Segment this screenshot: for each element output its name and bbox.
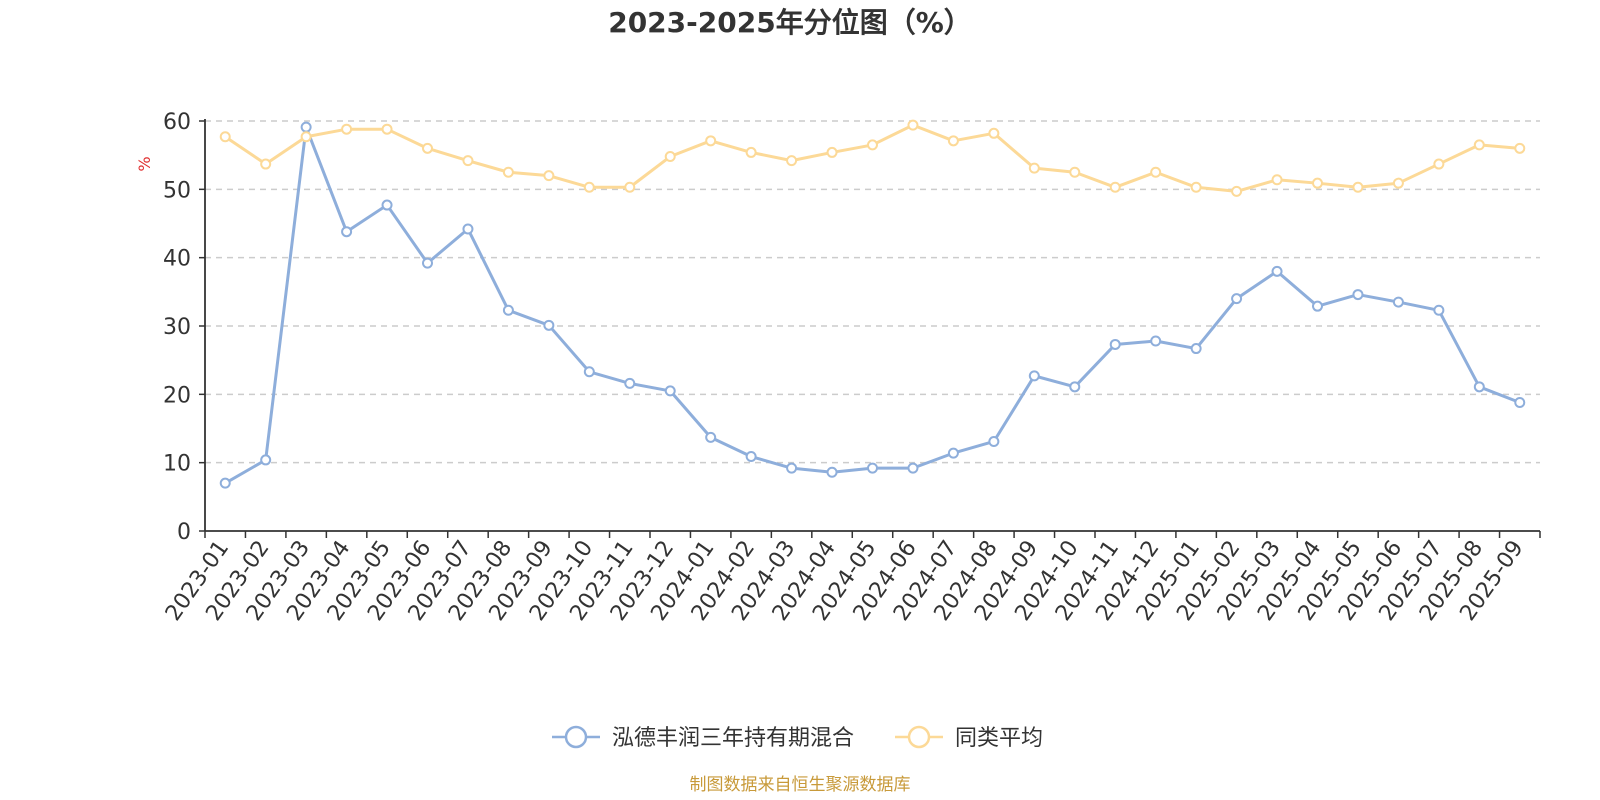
data-point-s1 [826, 146, 838, 158]
legend-label: 泓德丰润三年持有期混合 [612, 726, 854, 751]
data-point-s1 [260, 158, 272, 170]
data-point-s1 [1514, 142, 1526, 154]
data-point-s1 [1352, 181, 1364, 193]
data-point-s0 [381, 199, 393, 211]
data-point-s0 [867, 462, 878, 474]
data-point-s1 [1231, 185, 1243, 197]
data-point-s0 [219, 477, 231, 489]
data-point-s1 [1028, 162, 1040, 174]
data-point-s1 [1109, 181, 1121, 193]
data-point-s0 [1352, 289, 1364, 301]
data-point-s0 [583, 366, 595, 378]
data-point-s1 [624, 181, 636, 193]
series-line-0 [224, 125, 1521, 485]
y-tick-label: 60 [163, 110, 191, 135]
source-note: 制图数据来自恒生聚源数据库 [690, 775, 911, 795]
y-tick-label: 30 [163, 315, 191, 340]
data-point-s0 [786, 462, 798, 474]
chart-title: 2023-2025年分位图（%） [608, 6, 972, 39]
data-point-s0 [988, 435, 1000, 447]
data-point-s1 [867, 139, 878, 151]
data-point-s0 [502, 304, 514, 316]
data-point-s1 [543, 170, 555, 182]
data-point-s1 [1312, 177, 1323, 189]
data-point-s1 [341, 123, 353, 135]
data-point-s0 [1069, 381, 1081, 393]
data-point-s0 [1028, 370, 1040, 382]
data-point-s0 [1109, 338, 1121, 350]
data-point-s1 [1392, 177, 1404, 189]
data-point-s1 [1433, 158, 1445, 170]
data-point-s1 [947, 135, 959, 147]
data-point-s1 [381, 123, 393, 135]
grid-lines [205, 120, 1540, 464]
data-point-s0 [341, 226, 353, 238]
y-tick-label: 0 [177, 520, 191, 545]
legend-item-0[interactable]: 泓德丰润三年持有期混合 [552, 725, 854, 751]
data-point-s1 [745, 146, 757, 158]
legend-marker [907, 725, 931, 749]
data-point-s1 [502, 166, 514, 178]
series-lines [219, 119, 1526, 489]
data-point-s1 [786, 155, 798, 167]
data-point-s1 [705, 135, 717, 147]
data-point-s1 [583, 181, 595, 193]
data-point-s0 [260, 454, 272, 466]
data-point-s0 [1514, 397, 1526, 409]
y-tick-label: 40 [163, 247, 191, 272]
data-point-s1 [907, 119, 919, 131]
data-point-s0 [745, 451, 757, 463]
data-point-s0 [1150, 335, 1162, 347]
data-point-s0 [1473, 381, 1485, 393]
data-point-s1 [462, 155, 474, 167]
y-tick-label: 50 [163, 178, 191, 203]
data-point-s1 [1069, 166, 1081, 178]
data-point-s0 [422, 257, 433, 269]
series-line-1 [224, 123, 1520, 193]
data-point-s1 [1150, 166, 1162, 178]
data-point-s1 [300, 131, 312, 143]
data-point-s1 [1271, 174, 1283, 186]
data-point-s0 [543, 319, 555, 331]
y-tick-label: 10 [163, 452, 191, 477]
data-point-s0 [300, 121, 312, 133]
legend-marker [564, 725, 588, 749]
axes: 01020304050602023-012023-022023-032023-0… [161, 110, 1541, 626]
data-point-s0 [1433, 304, 1445, 316]
data-point-s0 [624, 377, 636, 389]
data-point-s1 [664, 151, 676, 163]
data-point-s0 [1312, 300, 1323, 312]
data-point-s1 [219, 131, 231, 143]
legend[interactable]: 泓德丰润三年持有期混合 同类平均 [552, 725, 1043, 751]
data-point-s0 [947, 447, 959, 459]
data-point-s0 [1190, 343, 1202, 355]
data-point-s0 [664, 385, 676, 397]
legend-label: 同类平均 [955, 726, 1043, 751]
data-point-s0 [826, 466, 838, 478]
data-point-s1 [422, 142, 433, 154]
data-point-s0 [1271, 265, 1283, 277]
data-point-s0 [705, 431, 717, 443]
data-point-s1 [1473, 139, 1485, 151]
data-point-s1 [1190, 181, 1202, 193]
data-point-s0 [907, 462, 919, 474]
data-point-s0 [462, 223, 474, 235]
y-axis-label: % [135, 156, 154, 171]
y-tick-label: 20 [163, 383, 191, 408]
data-point-s0 [1392, 296, 1404, 308]
data-point-s0 [1231, 293, 1243, 305]
data-point-s1 [988, 127, 1000, 139]
legend-item-1[interactable]: 同类平均 [895, 725, 1043, 751]
